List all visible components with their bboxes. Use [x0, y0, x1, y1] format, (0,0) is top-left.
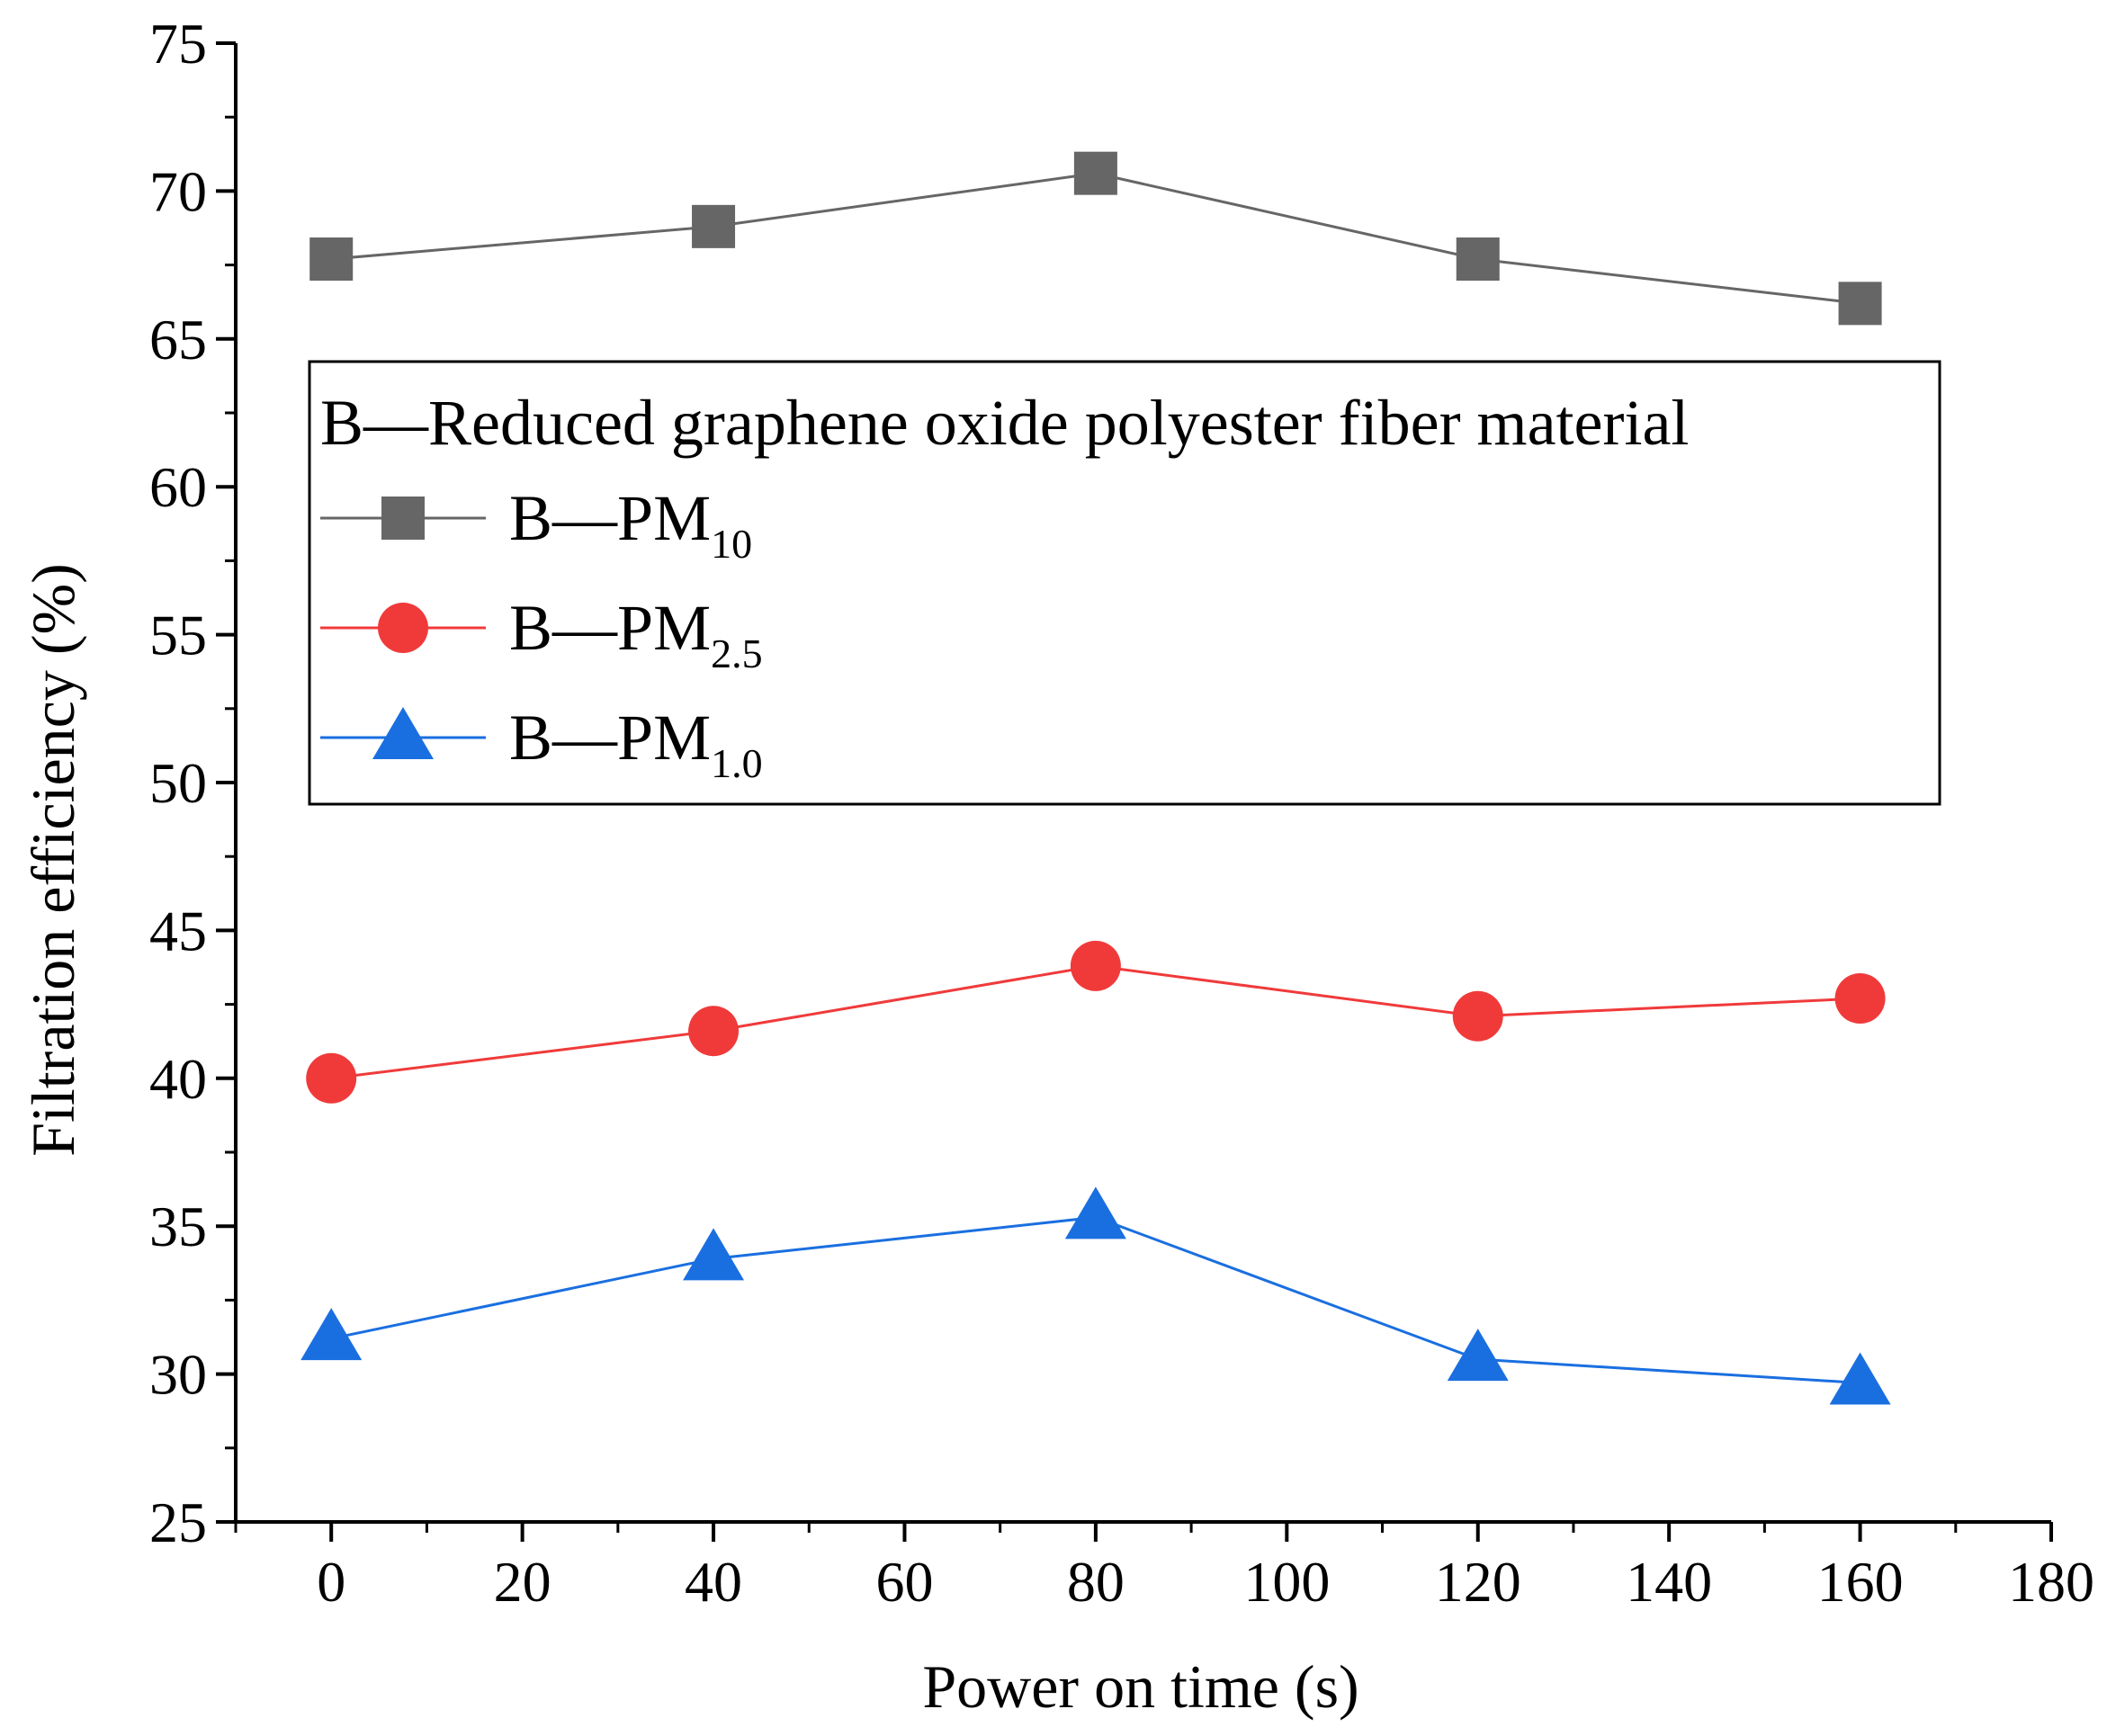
legend-marker: [378, 603, 428, 653]
x-tick-label: 0: [317, 1550, 345, 1614]
x-tick-label: 80: [1067, 1550, 1125, 1614]
data-point: [1834, 973, 1886, 1025]
x-tick-label: 180: [2008, 1550, 2094, 1614]
x-tick-label: 40: [685, 1550, 742, 1614]
data-point: [1452, 990, 1503, 1042]
series-2: [300, 1186, 1891, 1405]
series-1: [306, 940, 1886, 1104]
x-tick-label: 140: [1626, 1550, 1712, 1614]
y-tick-label: 70: [149, 159, 207, 223]
data-point: [300, 1308, 363, 1361]
x-tick-label: 160: [1817, 1550, 1904, 1614]
y-tick-label: 55: [149, 604, 207, 667]
y-tick-label: 60: [149, 455, 207, 519]
series-line: [330, 1215, 1860, 1384]
series-0: [309, 151, 1882, 326]
data-point: [306, 1052, 357, 1104]
data-point: [692, 204, 736, 248]
data-point: [1829, 1352, 1891, 1405]
legend: B—Reduced graphene oxide polyester fiber…: [308, 360, 1941, 806]
data-point: [309, 237, 354, 282]
y-tick-label: 65: [149, 308, 207, 371]
data-point: [683, 1228, 745, 1281]
data-point: [1064, 1186, 1126, 1239]
y-tick-label: 75: [149, 12, 207, 76]
y-tick-label: 35: [149, 1195, 207, 1258]
legend-marker: [372, 707, 434, 759]
data-point: [1447, 1329, 1509, 1382]
y-axis-label: Filtration efficiency (%): [19, 563, 87, 1157]
legend-marker: [381, 497, 425, 540]
y-tick-label: 50: [149, 751, 207, 815]
data-point: [688, 1006, 740, 1057]
series-layer: [300, 151, 1891, 1405]
data-point: [1838, 282, 1882, 326]
x-tick-label: 100: [1243, 1550, 1330, 1614]
x-tick-label: 20: [494, 1550, 551, 1614]
y-tick-label: 45: [149, 899, 207, 962]
y-tick-label: 30: [149, 1343, 207, 1407]
legend-title: B—Reduced graphene oxide polyester fiber…: [320, 387, 1689, 459]
data-point: [1073, 151, 1117, 195]
legend-box: [308, 360, 1941, 806]
data-point: [1070, 940, 1121, 991]
y-tick-label: 40: [149, 1047, 207, 1111]
axes-layer: 25 30 35 40 45 50 55 60 65 70 75 0 20 40 60 80 100 120 140…: [149, 12, 2094, 1614]
x-axis-label: Power on time (s): [922, 1652, 1358, 1721]
x-tick-label: 120: [1435, 1550, 1521, 1614]
y-tick-label: 25: [149, 1490, 207, 1554]
x-tick-label: 60: [875, 1550, 933, 1614]
data-point: [1456, 237, 1500, 282]
